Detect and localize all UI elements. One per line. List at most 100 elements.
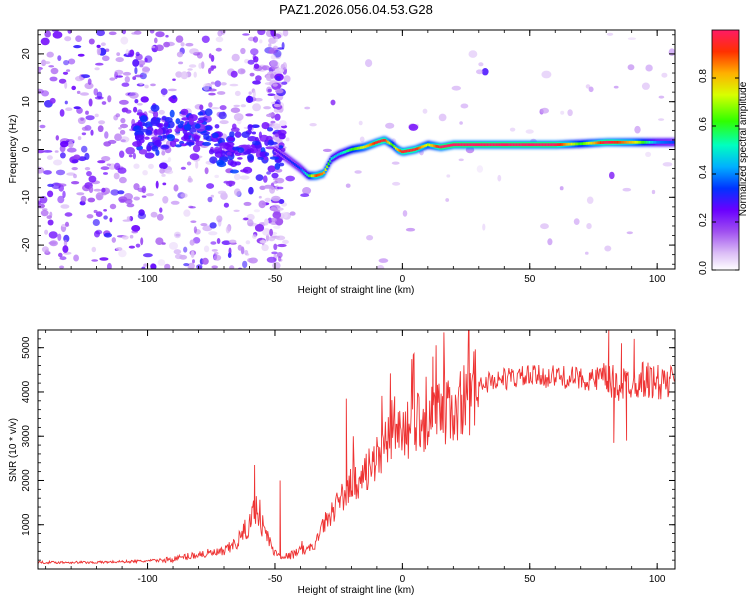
spectrogram-cell: [417, 146, 421, 150]
spectrogram-cell: [540, 143, 543, 147]
spectrogram-cell: [80, 195, 87, 203]
spectrogram-cell: [630, 140, 633, 144]
spectrogram-cell: [258, 200, 266, 209]
spectrogram-cell: [569, 142, 572, 146]
spectrogram-cell: [192, 144, 201, 153]
spectrogram-cell: [402, 210, 408, 217]
spectrogram-cell: [249, 72, 255, 77]
spectrogram-cell: [267, 88, 272, 93]
spectrogram-cell: [216, 215, 223, 223]
spectrogram-cell: [175, 118, 181, 125]
spectrogram-cell: [237, 147, 245, 153]
spectrogram-cell: [564, 142, 567, 146]
spectrogram-cell: [408, 123, 419, 131]
spectrogram-cell: [651, 140, 654, 144]
spectrogram-cell: [332, 156, 335, 160]
spectrogram-cell: [264, 152, 270, 157]
spectrogram-cell: [187, 262, 195, 269]
spectrogram-cell: [365, 59, 373, 68]
spectrogram-cell: [459, 121, 463, 125]
spectrogram-cell: [550, 143, 554, 147]
spectrogram-cell: [48, 231, 58, 239]
spectrogram-cell: [60, 204, 70, 209]
spectrogram-cell: [80, 74, 91, 79]
spectrogram-cell: [180, 166, 186, 170]
spectrogram-cell: [210, 241, 217, 245]
spectrogram-cell: [214, 124, 220, 129]
spectrogram-cell: [91, 246, 97, 253]
spectrogram-cell: [270, 101, 276, 105]
spectrogram-cell: [86, 214, 94, 219]
spectrogram-cell: [122, 71, 132, 76]
spectrogram-cell: [365, 144, 369, 148]
spectrogram-cell: [217, 190, 227, 195]
spectrogram-cell: [119, 150, 125, 158]
spectrogram-cell: [494, 143, 497, 147]
spectrogram-cell: [257, 156, 264, 160]
spectrogram-cell: [135, 243, 141, 248]
spectrogram-cell: [366, 235, 374, 241]
spectrogram-cell: [242, 33, 250, 36]
spectrogram-cell: [509, 143, 512, 147]
spectrogram-cell: [134, 67, 138, 75]
spectrogram-cell: [286, 157, 289, 161]
spectrogram-cell: [115, 57, 124, 63]
spectrogram-cell: [335, 154, 338, 158]
spectrogram-cell: [278, 145, 284, 149]
spectrogram-cell: [482, 223, 486, 231]
y-tick-label: 1000: [21, 513, 32, 536]
spectrogram-cell: [137, 60, 146, 66]
spectrogram-cell: [62, 245, 69, 253]
spectrogram-cell: [625, 140, 628, 144]
spectrogram-cell: [186, 161, 192, 166]
spectrogram-cell: [203, 133, 210, 140]
spectrogram-cell: [448, 144, 451, 147]
spectrogram-cell: [505, 143, 508, 147]
spectrogram-cell: [367, 144, 370, 147]
spectrogram-cell: [379, 139, 382, 143]
spectrogram-cell: [188, 64, 197, 68]
spectrogram-cell: [93, 188, 102, 192]
spectrogram-cell: [164, 263, 171, 269]
spectrogram-cell: [63, 239, 68, 247]
spectrogram-cell: [67, 140, 74, 148]
spectrogram-cell: [189, 206, 196, 209]
spectrogram-cell: [271, 251, 278, 255]
spectrogram-cell: [559, 186, 564, 191]
spectrogram-cell: [266, 256, 277, 263]
spectrogram-cell: [476, 143, 479, 147]
spectrogram-cell: [85, 115, 95, 121]
spectrogram-cell: [274, 148, 277, 151]
spectrogram-cell: [275, 235, 286, 241]
spectrogram-cell: [248, 186, 254, 195]
spectrogram-cell: [176, 51, 183, 58]
spectrogram-cell: [529, 143, 532, 147]
spectrogram-cell: [133, 106, 138, 113]
spectrogram-cell: [203, 125, 212, 130]
spectrogram-cell: [38, 88, 44, 94]
spectrogram-cell: [101, 156, 111, 162]
spectrogram-cell: [252, 80, 261, 85]
spectrogram-cell: [515, 143, 518, 147]
spectrogram-cell: [218, 111, 227, 120]
spectrogram-cell: [358, 146, 361, 150]
spectrogram-cell: [468, 50, 478, 58]
spectrogram-cell: [645, 64, 653, 72]
spectrogram-cell: [190, 220, 197, 223]
spectrogram-cell: [471, 143, 474, 147]
spectrogram-cell: [581, 142, 584, 146]
spectrogram-cell: [300, 167, 303, 171]
spectrogram-cell: [116, 52, 121, 56]
spectrogram-cell: [330, 157, 333, 161]
spectrogram-cell: [626, 231, 633, 235]
spectrogram-cell: [202, 141, 212, 146]
spectrogram-cell: [38, 149, 45, 154]
spectrogram-cell: [604, 141, 607, 144]
spectrogram-cell: [183, 133, 189, 140]
spectrogram-cell: [128, 245, 135, 249]
spectrogram-cell: [184, 142, 195, 146]
spectrogram-cell: [88, 38, 95, 45]
spectrogram-cell: [65, 107, 73, 111]
spectrogram-cell: [162, 182, 167, 186]
spectrogram-cell: [269, 156, 280, 160]
